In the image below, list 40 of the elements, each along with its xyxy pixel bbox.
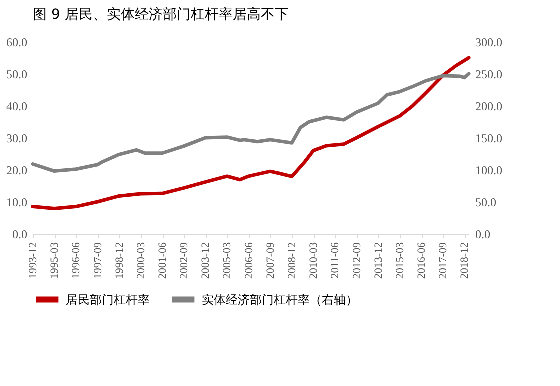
line-series [31, 72, 471, 174]
x-tick-label: 1997-09 [92, 242, 104, 280]
x-tick-label: 2003-12 [200, 242, 212, 280]
x-tick-label: 2000-03 [135, 242, 148, 280]
x-tick-label: 2015-03 [394, 242, 406, 280]
x-tick-label: 2006-06 [243, 242, 256, 280]
y2-tick-label: 300.0 [476, 36, 502, 50]
x-tick-label: 1998-12 [114, 242, 126, 280]
x-tick-label: 2011-06 [330, 242, 342, 279]
y-tick-label: 50.0 [6, 68, 28, 82]
x-tick-label: 2007-09 [264, 242, 277, 280]
x-tick-label: 2016-06 [416, 242, 428, 280]
x-tick-label: 2012-09 [351, 242, 364, 280]
x-tick-label: 2013-12 [372, 242, 385, 280]
x-tick-label: 2017-09 [438, 242, 450, 280]
x-tick-label: 1993-12 [28, 242, 40, 280]
y2-tick-label: 250.0 [476, 68, 502, 82]
y2-tick-label: 100.0 [476, 164, 502, 178]
x-tick-label: 2018-12 [459, 242, 472, 280]
x-tick-label: 2002-09 [178, 242, 191, 280]
y2-tick-label: 0.0 [476, 228, 490, 242]
chart-title: 图 9 居民、实体经济部门杠杆率居高不下 [33, 7, 289, 23]
x-tick-label: 2005-03 [222, 242, 234, 280]
x-tick-label: 2008-12 [286, 242, 299, 280]
y2-tick-label: 50.0 [476, 196, 496, 210]
y-tick-label: 60.0 [6, 36, 28, 50]
legend-label: 实体经济部门杠杆率（右轴） [202, 292, 358, 307]
y-tick-label: 0.0 [12, 228, 28, 242]
x-tick-label: 2001-06 [157, 242, 170, 280]
y-tick-label: 30.0 [6, 132, 28, 146]
y2-tick-label: 150.0 [476, 132, 502, 146]
y-tick-label: 10.0 [6, 196, 28, 210]
line-series [31, 56, 471, 210]
x-tick-label: 2010-03 [308, 242, 320, 280]
x-tick-label: 1995-03 [49, 242, 62, 280]
x-tick-label: 1996-06 [70, 242, 83, 280]
y2-tick-label: 200.0 [476, 100, 502, 114]
y-tick-label: 40.0 [6, 100, 28, 114]
legend-label: 居民部门杠杆率 [66, 292, 150, 307]
y-tick-label: 20.0 [6, 164, 28, 178]
